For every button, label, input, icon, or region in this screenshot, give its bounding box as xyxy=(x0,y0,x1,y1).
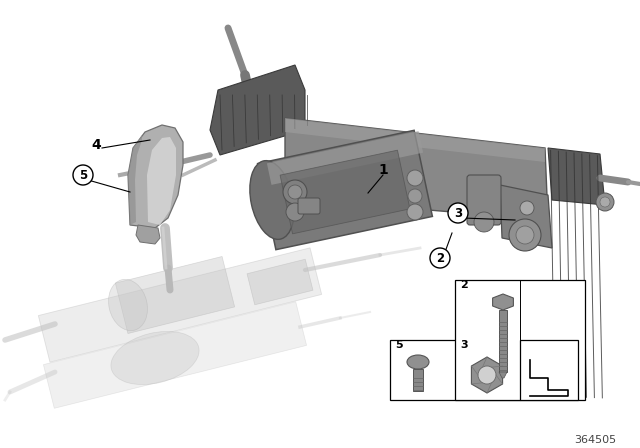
Polygon shape xyxy=(548,148,605,205)
Bar xyxy=(413,369,423,391)
Circle shape xyxy=(520,201,534,215)
Polygon shape xyxy=(128,125,183,228)
Ellipse shape xyxy=(109,280,147,331)
Polygon shape xyxy=(247,259,313,305)
Circle shape xyxy=(600,197,610,207)
Polygon shape xyxy=(472,357,502,393)
Polygon shape xyxy=(285,118,548,220)
Polygon shape xyxy=(128,135,142,225)
Circle shape xyxy=(478,366,496,384)
Polygon shape xyxy=(44,302,307,408)
Polygon shape xyxy=(267,131,423,185)
Polygon shape xyxy=(147,137,176,225)
Text: 4: 4 xyxy=(91,138,101,152)
Polygon shape xyxy=(493,294,513,310)
Bar xyxy=(520,340,578,400)
Circle shape xyxy=(448,203,468,223)
Ellipse shape xyxy=(407,355,429,369)
Circle shape xyxy=(288,185,302,199)
Text: 2: 2 xyxy=(460,280,468,290)
Circle shape xyxy=(430,248,450,268)
Text: 364505: 364505 xyxy=(574,435,616,445)
Polygon shape xyxy=(136,225,160,244)
Circle shape xyxy=(283,180,307,204)
FancyBboxPatch shape xyxy=(298,198,320,214)
Text: 5: 5 xyxy=(395,340,403,350)
Ellipse shape xyxy=(250,161,294,239)
Text: 5: 5 xyxy=(79,168,87,181)
Text: 2: 2 xyxy=(436,251,444,264)
Polygon shape xyxy=(210,65,305,155)
Bar xyxy=(499,310,507,372)
Polygon shape xyxy=(280,150,410,234)
Circle shape xyxy=(516,226,534,244)
Circle shape xyxy=(407,204,423,220)
Polygon shape xyxy=(499,372,507,378)
Text: 3: 3 xyxy=(454,207,462,220)
Circle shape xyxy=(596,193,614,211)
Circle shape xyxy=(474,212,494,232)
Polygon shape xyxy=(38,248,322,362)
Circle shape xyxy=(286,203,304,221)
Bar xyxy=(455,280,585,400)
Bar xyxy=(390,340,520,400)
Text: 3: 3 xyxy=(460,340,468,350)
Circle shape xyxy=(73,165,93,185)
Polygon shape xyxy=(285,118,545,162)
Circle shape xyxy=(408,189,422,203)
Text: 1: 1 xyxy=(378,163,388,177)
Circle shape xyxy=(509,219,541,251)
Polygon shape xyxy=(258,130,433,250)
Circle shape xyxy=(407,170,423,186)
Polygon shape xyxy=(500,185,552,248)
Ellipse shape xyxy=(111,332,199,384)
Polygon shape xyxy=(115,256,235,333)
FancyBboxPatch shape xyxy=(467,175,501,225)
